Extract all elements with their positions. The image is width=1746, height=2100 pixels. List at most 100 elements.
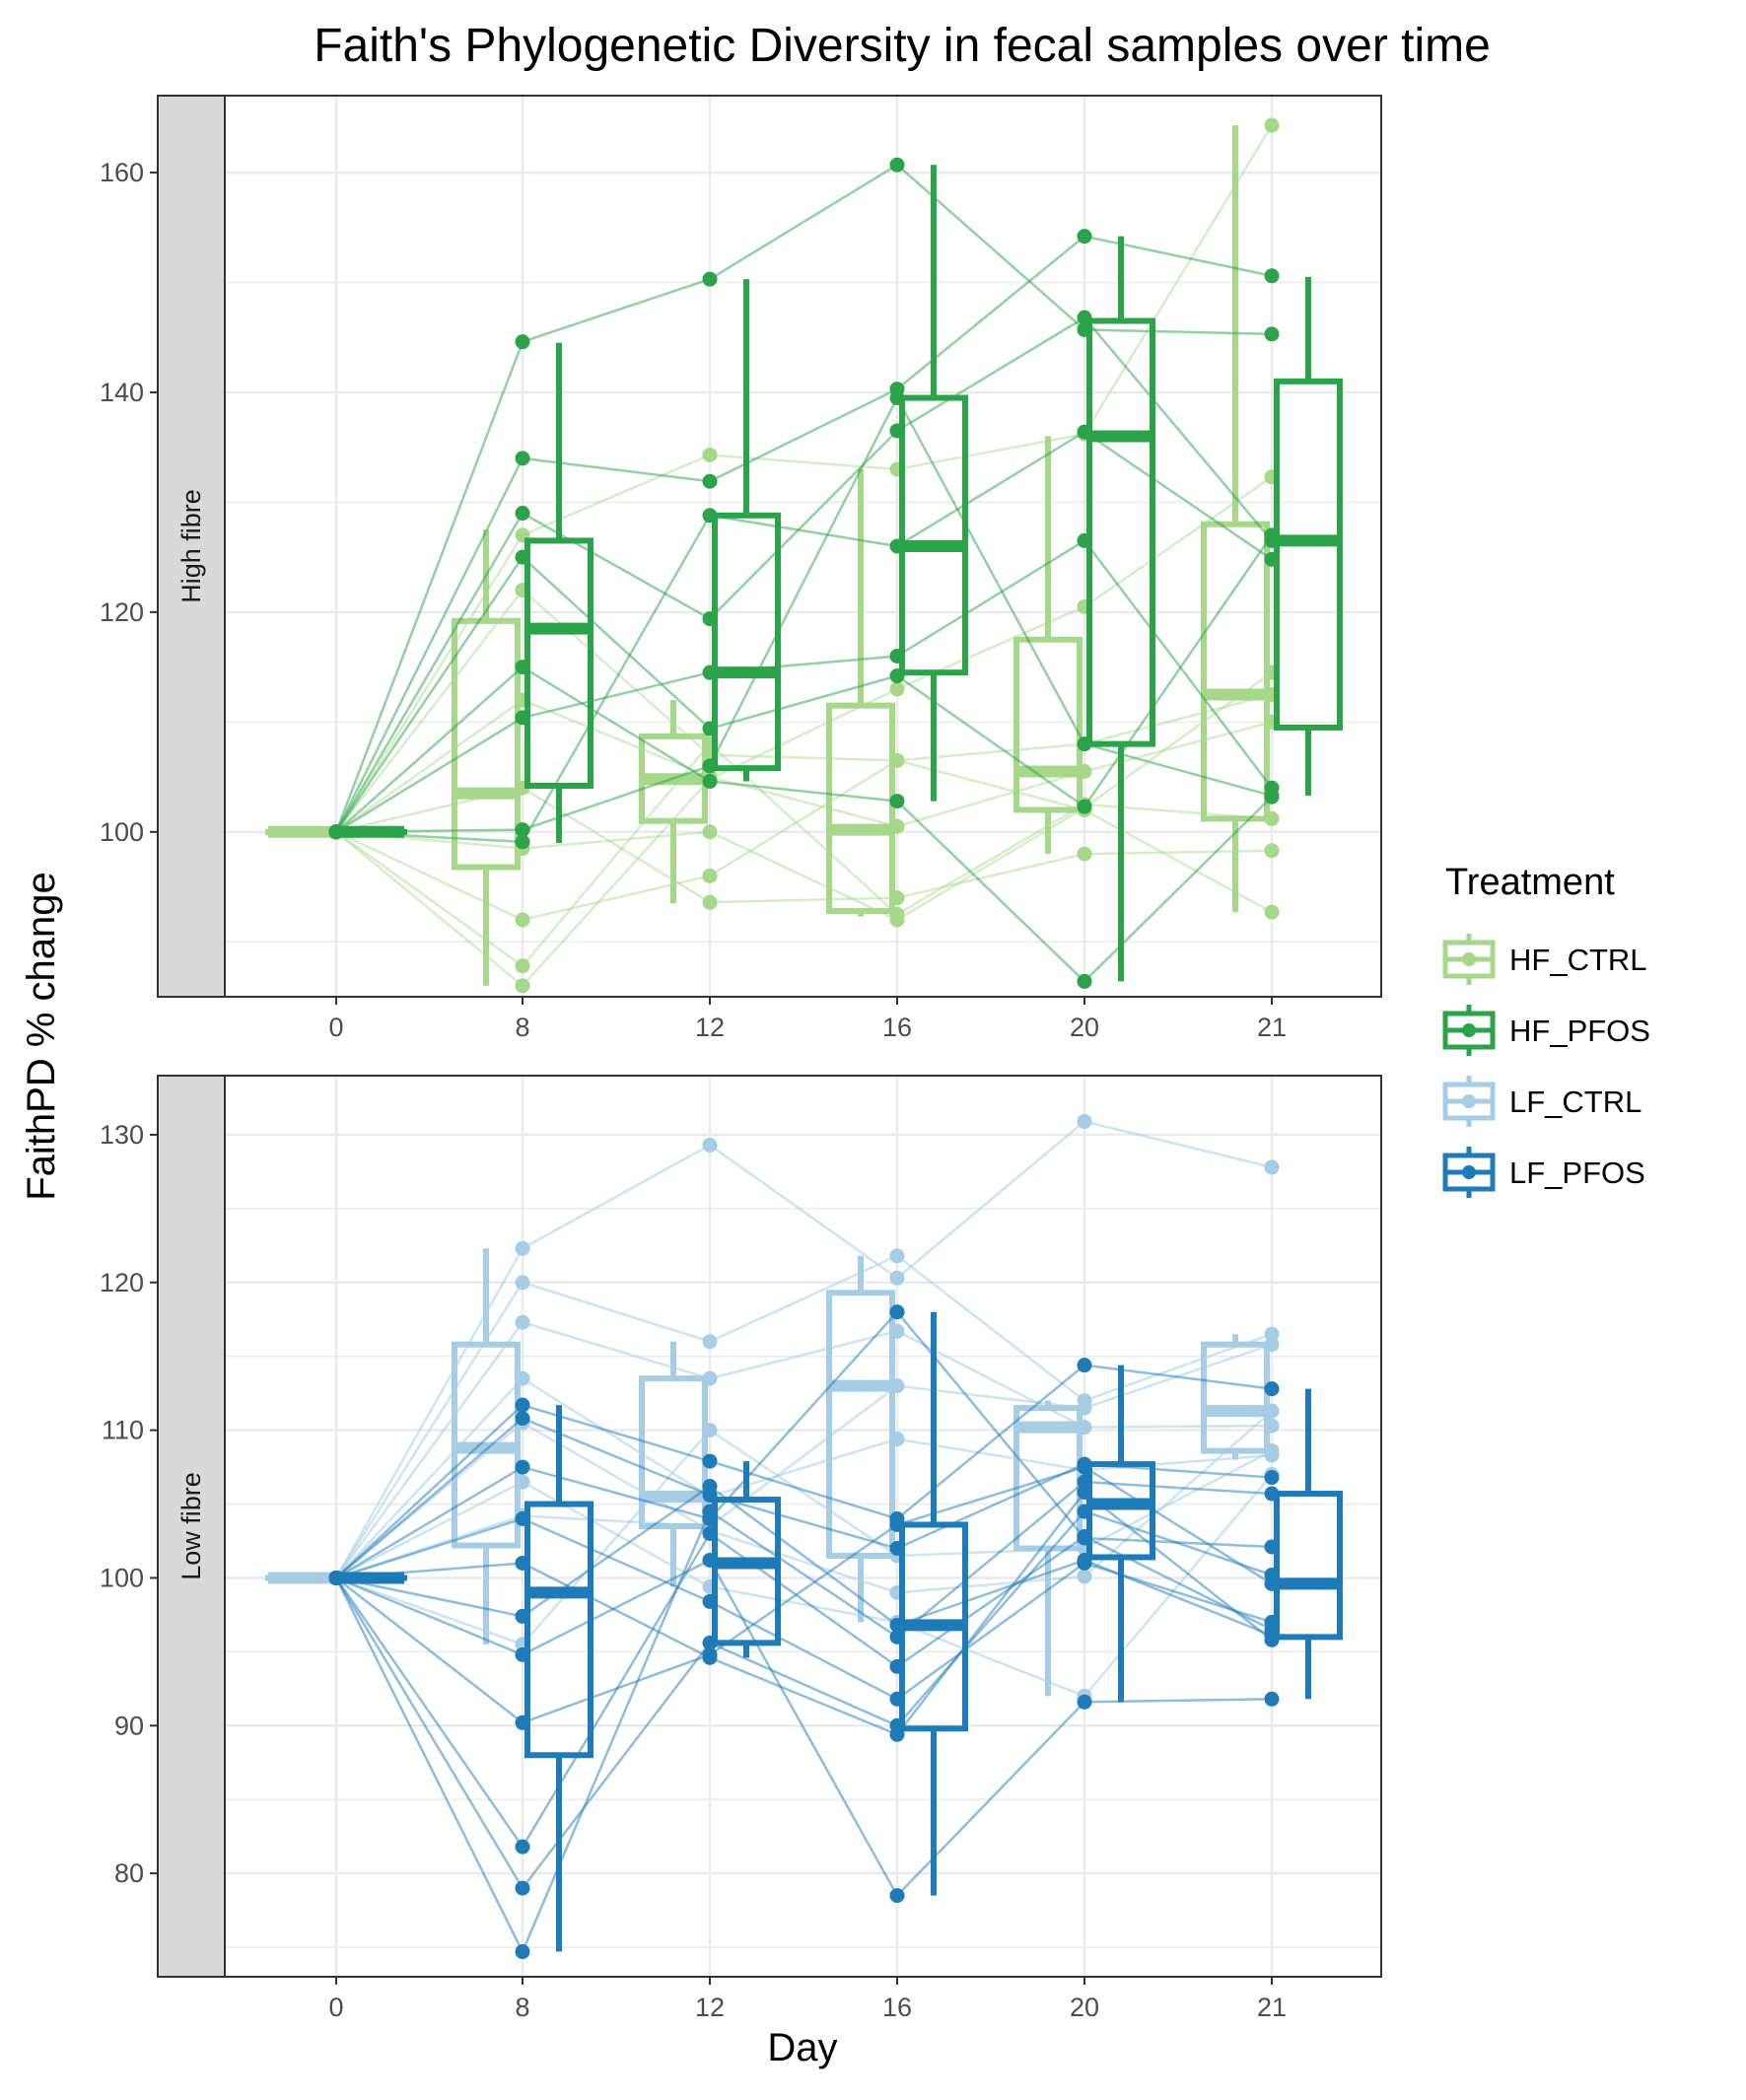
x-tick-label: 21 bbox=[1257, 1013, 1287, 1042]
data-point bbox=[1078, 736, 1092, 751]
legend-key-point bbox=[1462, 952, 1476, 966]
data-point bbox=[1078, 311, 1092, 325]
data-point bbox=[516, 1315, 530, 1330]
x-tick-label: 20 bbox=[1070, 1013, 1099, 1042]
data-point bbox=[1265, 811, 1280, 826]
data-point bbox=[1265, 1470, 1280, 1485]
data-point bbox=[890, 390, 905, 405]
data-point bbox=[1078, 1114, 1092, 1129]
data-point bbox=[703, 272, 718, 287]
data-point bbox=[1078, 533, 1092, 548]
data-point bbox=[890, 1248, 905, 1263]
data-point bbox=[890, 907, 905, 922]
data-point bbox=[516, 550, 530, 565]
legend-key-point bbox=[1462, 1094, 1476, 1108]
data-point bbox=[890, 668, 905, 683]
data-point bbox=[890, 890, 905, 905]
data-point bbox=[703, 1138, 718, 1153]
x-tick-label: 12 bbox=[695, 1993, 725, 2022]
data-point bbox=[890, 819, 905, 834]
data-point bbox=[703, 869, 718, 883]
legend-label: HF_PFOS bbox=[1509, 1014, 1650, 1048]
data-point bbox=[1078, 800, 1092, 814]
data-point bbox=[516, 978, 530, 993]
data-point bbox=[890, 1692, 905, 1707]
legend-title: Treatment bbox=[1445, 862, 1615, 903]
data-point bbox=[1078, 764, 1092, 779]
facet-strip-label: Low fibre bbox=[176, 1472, 206, 1580]
data-point bbox=[890, 794, 905, 808]
data-point bbox=[1078, 1569, 1092, 1583]
data-point bbox=[890, 1541, 905, 1556]
data-point bbox=[1078, 1358, 1092, 1372]
data-point bbox=[890, 1888, 905, 1903]
data-point bbox=[1078, 1505, 1092, 1519]
data-point bbox=[516, 1411, 530, 1426]
x-tick-label: 12 bbox=[695, 1013, 725, 1042]
data-point bbox=[516, 660, 530, 674]
data-point bbox=[703, 1594, 718, 1609]
data-point bbox=[516, 506, 530, 521]
data-point bbox=[516, 1556, 530, 1571]
facet-strip-label: High fibre bbox=[176, 489, 206, 603]
data-point bbox=[1265, 118, 1280, 133]
data-point bbox=[703, 665, 718, 680]
data-point bbox=[516, 822, 530, 837]
data-point bbox=[1265, 1487, 1280, 1502]
data-point bbox=[516, 1398, 530, 1413]
data-point bbox=[890, 753, 905, 768]
data-point bbox=[1265, 1337, 1280, 1352]
y-axis-title: FaithPD % change bbox=[20, 872, 63, 1201]
data-point bbox=[890, 681, 905, 696]
data-point bbox=[890, 1378, 905, 1393]
data-point bbox=[516, 1609, 530, 1624]
data-point bbox=[703, 1526, 718, 1541]
data-point bbox=[890, 158, 905, 173]
data-point bbox=[1265, 843, 1280, 858]
data-point bbox=[1265, 527, 1280, 542]
x-tick-label: 0 bbox=[328, 1993, 343, 2022]
data-point bbox=[516, 1475, 530, 1490]
data-point bbox=[516, 958, 530, 973]
data-point bbox=[1078, 1401, 1092, 1416]
data-point bbox=[703, 722, 718, 736]
data-point bbox=[516, 1275, 530, 1290]
data-point bbox=[703, 1553, 718, 1568]
data-point bbox=[1078, 1475, 1092, 1490]
data-point bbox=[516, 912, 530, 927]
data-point bbox=[516, 710, 530, 725]
data-point bbox=[1078, 1695, 1092, 1710]
legend-label: LF_PFOS bbox=[1509, 1155, 1645, 1190]
y-tick-label: 120 bbox=[100, 597, 144, 627]
data-point bbox=[703, 1505, 718, 1519]
data-point bbox=[703, 895, 718, 910]
data-point bbox=[703, 1454, 718, 1469]
data-point bbox=[890, 649, 905, 664]
data-point bbox=[890, 1271, 905, 1286]
data-point bbox=[1078, 229, 1092, 244]
x-tick-label: 16 bbox=[882, 1993, 912, 2022]
data-point bbox=[1265, 1692, 1280, 1707]
data-point bbox=[1078, 425, 1092, 440]
data-point bbox=[890, 1324, 905, 1339]
data-point bbox=[1078, 1420, 1092, 1435]
data-point bbox=[703, 448, 718, 462]
data-point bbox=[890, 423, 905, 438]
x-tick-label: 16 bbox=[882, 1013, 912, 1042]
data-point bbox=[703, 758, 718, 773]
data-point bbox=[1265, 268, 1280, 283]
data-point bbox=[1265, 789, 1280, 804]
y-tick-label: 160 bbox=[100, 158, 144, 187]
data-point bbox=[329, 1571, 344, 1585]
legend-label: HF_CTRL bbox=[1509, 943, 1647, 977]
x-tick-label: 8 bbox=[515, 1993, 529, 2022]
legend-label: LF_CTRL bbox=[1509, 1085, 1641, 1119]
legend-item-lf-ctrl: LF_CTRL bbox=[1445, 1076, 1641, 1127]
data-point bbox=[516, 334, 530, 349]
x-axis-title: Day bbox=[767, 2026, 837, 2069]
data-point bbox=[516, 1647, 530, 1662]
